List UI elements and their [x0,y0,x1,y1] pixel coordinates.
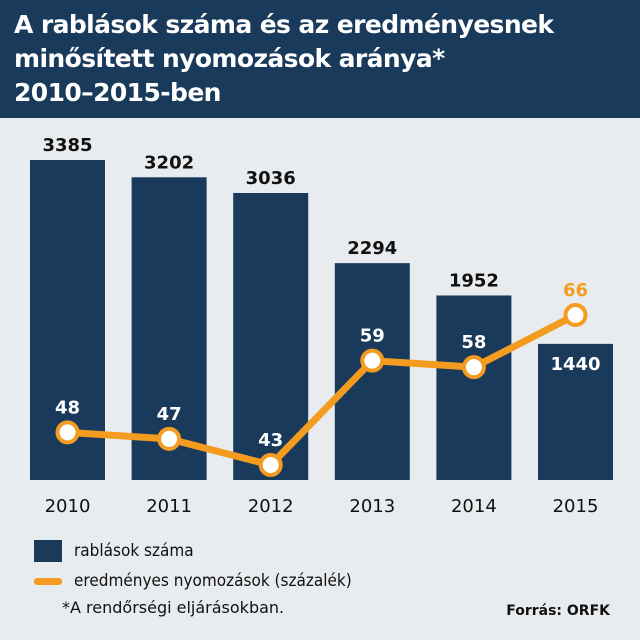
line-point-2010 [55,420,80,445]
bar-value-label-2011: 3202 [144,152,194,173]
bar-2012 [233,192,309,480]
line-value-label-2015: 66 [563,280,588,301]
legend-line-swatch [34,577,62,585]
line-point-2015 [563,303,588,327]
line-series-path [64,311,579,469]
title-line-2: minősített nyomozások aránya* [14,44,445,73]
title-line-3: 2010–2015-ben [14,78,221,107]
bar-2014 [436,295,512,480]
x-tick-label-2015: 2015 [553,496,599,517]
bar-value-label-2012: 3036 [246,168,296,189]
source-label: Forrás: ORFK [506,603,610,619]
plot-area [0,118,640,520]
line-value-label-2013: 59 [360,326,385,347]
x-tick-label-2012: 2012 [248,496,294,517]
line-value-label-2012: 43 [258,430,283,451]
bar-value-label-2015: 1440 [550,354,600,375]
line-point-2011 [157,426,182,451]
footnote: *A rendőrségi eljárásokban. [62,598,285,617]
legend-bar-swatch [34,540,62,562]
x-tick-label-2013: 2013 [349,496,395,517]
line-value-label-2011: 47 [157,404,182,425]
bar-value-label-2010: 3385 [42,135,92,156]
title-line-1: A rablások száma és az eredményesnek [14,10,554,39]
x-tick-label-2011: 2011 [146,496,192,517]
bar-value-label-2014: 1952 [449,270,499,291]
line-value-label-2014: 58 [461,332,486,353]
bar-2015 [538,343,613,480]
legend-item-bars: rablások száma [34,540,194,562]
legend-item-line: eredményes nyomozások (százalék) [34,571,352,591]
x-tick-label-2010: 2010 [45,496,91,517]
legend-bar-label: rablások száma [74,541,194,561]
bar-value-label-2013: 2294 [347,238,397,259]
line-point-2012 [258,453,283,477]
legend-line-label: eredményes nyomozások (százalék) [74,571,352,591]
line-point-2013 [360,348,385,373]
line-value-label-2010: 48 [55,397,80,418]
chart-header: A rablások száma és az eredményesnek min… [0,0,640,118]
x-tick-label-2014: 2014 [451,496,497,517]
legend-area [0,520,640,640]
line-point-2014 [461,355,486,380]
